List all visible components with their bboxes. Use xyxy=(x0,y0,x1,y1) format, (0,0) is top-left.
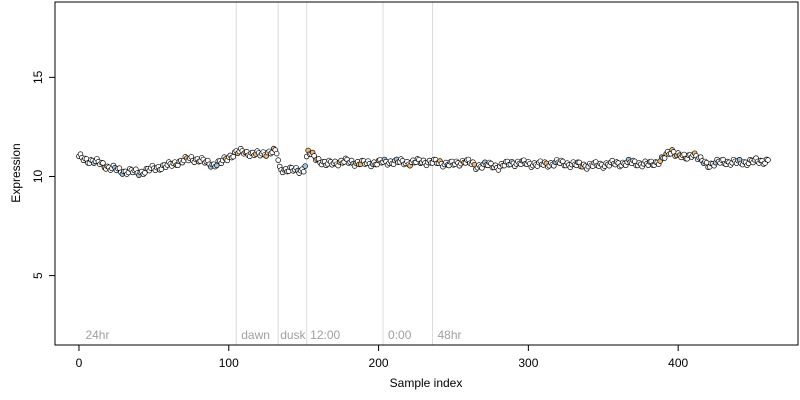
x-tick-label-100: 100 xyxy=(219,356,239,370)
data-point xyxy=(302,163,308,169)
x-axis-label: Sample index xyxy=(390,376,463,390)
annotation-3: 12:00 xyxy=(310,328,340,342)
data-point xyxy=(275,157,281,163)
annotation-1: dawn xyxy=(241,328,270,342)
x-tick-label-0: 0 xyxy=(76,356,83,370)
x-axis: 0 100 200 300 400 xyxy=(76,344,688,370)
data-point xyxy=(230,153,237,160)
data-point xyxy=(300,168,307,175)
annotation-4: 0:00 xyxy=(388,328,412,342)
data-point xyxy=(765,157,771,163)
plot-frame xyxy=(54,1,799,346)
annotations: 24hr dawn dusk 12:00 0:00 48hr xyxy=(85,328,461,342)
reference-lines xyxy=(235,2,433,345)
x-tick-label-300: 300 xyxy=(518,356,538,370)
x-tick-label-400: 400 xyxy=(668,356,688,370)
y-axis: 5 10 15 xyxy=(31,70,56,279)
y-tick-label-15: 15 xyxy=(31,70,45,84)
y-axis-label: Expression xyxy=(9,143,23,202)
data-point xyxy=(273,150,280,157)
data-point xyxy=(100,160,106,166)
annotation-2: dusk xyxy=(280,328,306,342)
annotation-5: 48hr xyxy=(437,328,461,342)
data-point xyxy=(703,159,710,166)
x-tick-label-200: 200 xyxy=(369,356,389,370)
annotation-0: 24hr xyxy=(85,328,109,342)
y-tick-label-5: 5 xyxy=(31,272,45,279)
data-points xyxy=(76,145,771,178)
y-tick-label-10: 10 xyxy=(31,169,45,183)
